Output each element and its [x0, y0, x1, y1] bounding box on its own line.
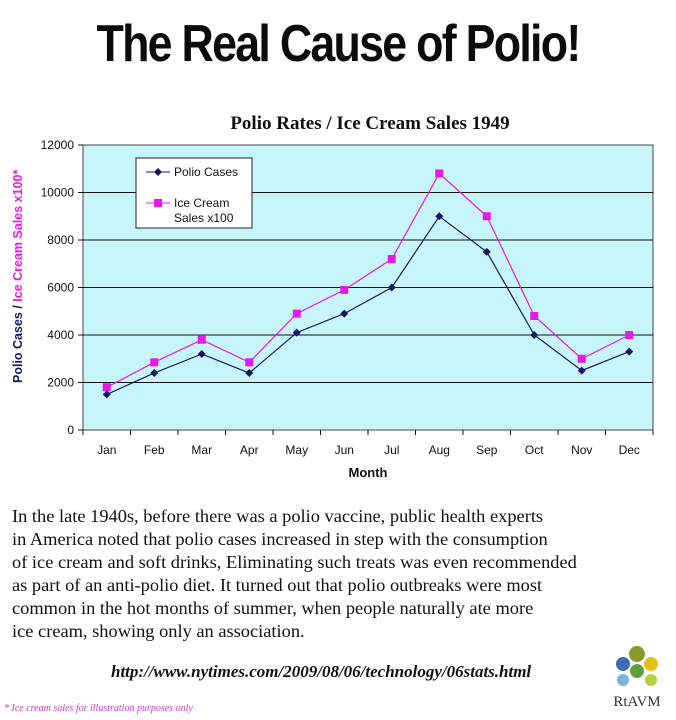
y-axis-label: Polio Cases / Ice Cream Sales x100* — [11, 170, 25, 383]
data-point-polio — [340, 309, 349, 318]
data-point-icecream — [435, 169, 444, 178]
y-tick-label: 12000 — [41, 138, 75, 152]
x-tick-label: May — [285, 443, 308, 457]
x-tick-label: Apr — [240, 443, 259, 457]
data-point-polio — [150, 369, 159, 377]
data-point-icecream — [197, 335, 206, 344]
data-point-polio — [530, 331, 539, 339]
data-point-polio — [387, 283, 396, 292]
body-line: ice cream, showing only an association. — [12, 621, 305, 641]
data-point-polio — [197, 350, 206, 358]
logo-text: RtAVM — [613, 694, 661, 710]
data-point-icecream — [530, 312, 539, 320]
legend-marker-icecream — [154, 199, 162, 207]
rtavm-logo: RtAVM — [606, 644, 668, 716]
x-tick-label: Nov — [571, 443, 592, 457]
chart-title: Polio Rates / Ice Cream Sales 1949 — [230, 113, 509, 134]
x-tick-label: Oct — [525, 443, 544, 457]
body-line: In the late 1940s, before there was a po… — [12, 506, 544, 526]
series-line-icecream — [106, 172, 630, 388]
data-point-icecream — [150, 358, 159, 367]
body-line: of ice cream and soft drinks, Eliminatin… — [12, 552, 577, 572]
x-tick-label: Jan — [97, 443, 116, 457]
colored-dots-logo-icon — [616, 646, 658, 686]
data-point-icecream — [482, 212, 491, 221]
data-point-icecream — [387, 255, 396, 263]
data-point-polio — [245, 369, 254, 377]
y-tick-label: 2000 — [47, 376, 74, 390]
data-point-icecream — [292, 309, 301, 318]
y-tick-label: 4000 — [47, 328, 74, 342]
x-tick-label: Mar — [191, 443, 212, 457]
x-tick-label: Jul — [384, 443, 399, 457]
y-axis-ticks: 0 2000 4000 6000 8000 10000 12000 — [41, 138, 83, 437]
data-point-polio — [625, 347, 634, 356]
legend: Polio Cases Ice Cream Sales x100 — [135, 157, 253, 229]
x-tick-label: Aug — [429, 443, 450, 457]
data-point-polio — [435, 212, 444, 221]
source-url: http://www.nytimes.com/2009/08/06/techno… — [111, 662, 532, 681]
legend-label-icecream-1: Ice Cream — [174, 196, 229, 210]
x-axis-label: Month — [349, 465, 388, 480]
x-tick-label: Jun — [335, 443, 354, 457]
body-paragraph: In the late 1940s, before there was a po… — [12, 505, 672, 643]
legend-marker-polio — [154, 168, 162, 176]
y-axis-label-icecream: Ice Cream Sales x100* — [11, 170, 25, 302]
y-axis-label-polio: Polio Cases / — [11, 302, 25, 383]
x-axis-ticks: Jan Feb Mar Apr May Jun Jul Aug Sep Oct Nov Dec — [82, 430, 654, 457]
data-point-icecream — [245, 358, 254, 367]
body-line: in America noted that polio cases increa… — [12, 529, 548, 549]
headline: The Real Cause of Polio! — [96, 15, 581, 73]
data-point-polio — [102, 390, 111, 399]
y-tick-label: 0 — [67, 423, 74, 437]
data-point-icecream — [577, 354, 586, 363]
y-tick-label: 6000 — [47, 281, 74, 295]
body-line: as part of an anti-polio diet. It turned… — [12, 575, 543, 595]
data-point-icecream — [625, 331, 634, 339]
data-point-polio — [577, 366, 586, 375]
x-tick-label: Dec — [619, 443, 640, 457]
legend-label-icecream-2: Sales x100 — [174, 211, 234, 225]
x-tick-label: Feb — [144, 443, 165, 457]
y-tick-label: 8000 — [47, 233, 74, 247]
data-point-polio — [292, 328, 301, 337]
chart: Polio Rates / Ice Cream Sales 1949 0 2000… — [11, 113, 654, 480]
data-point-icecream — [102, 383, 111, 392]
y-tick-label: 10000 — [41, 186, 75, 200]
data-point-polio — [482, 247, 491, 256]
legend-label-polio: Polio Cases — [174, 165, 238, 179]
x-tick-label: Sep — [476, 443, 498, 457]
series-line-polio — [106, 215, 630, 395]
legend-box — [135, 157, 253, 229]
body-line: common in the hot months of summer, when… — [12, 598, 534, 618]
data-point-icecream — [340, 285, 349, 294]
footnote: * Ice cream sales for illustration purpo… — [4, 703, 193, 714]
series-group — [102, 169, 634, 399]
